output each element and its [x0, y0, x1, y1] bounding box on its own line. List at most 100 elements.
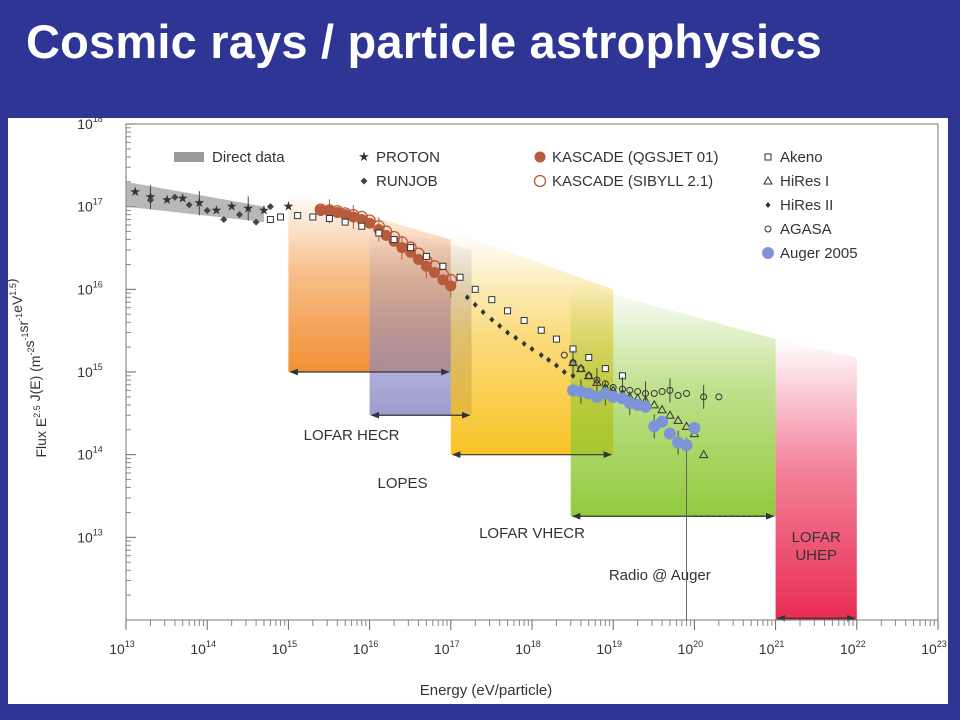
data-point: [553, 362, 559, 369]
region-radio-auger: [570, 282, 776, 517]
data-point: [422, 252, 430, 260]
y-tick-label: 1018: [77, 118, 103, 132]
legend-item-auger-2005: Auger 2005: [762, 245, 858, 262]
data-point: [347, 208, 360, 222]
data-point: [585, 372, 593, 380]
data-point: [560, 351, 568, 359]
data-point: [404, 241, 417, 254]
x-axis-label: Energy (eV/particle): [420, 682, 553, 699]
data-point: [480, 309, 486, 316]
region-label-lofar-hecr: LOFAR HECR: [304, 427, 400, 444]
data-point: [315, 204, 327, 216]
data-point: [472, 301, 478, 308]
x-tick-label: 1022: [840, 639, 866, 657]
data-point: [546, 356, 552, 363]
legend-swatch: ★: [358, 149, 370, 164]
data-point: [585, 353, 593, 361]
data-point: [698, 449, 709, 459]
series-runjob: [146, 193, 274, 226]
legend-label: PROTON: [376, 149, 440, 166]
data-point: [331, 205, 344, 218]
x-tick-label: 1020: [678, 639, 704, 657]
data-point: [171, 193, 179, 201]
data-point: [513, 334, 519, 341]
data-point: ★: [129, 184, 141, 199]
legend-swatch: [763, 175, 773, 185]
data-point: [663, 427, 676, 440]
data-point: ★: [177, 191, 189, 206]
data-point: [497, 323, 503, 330]
x-tick-label: 1014: [190, 639, 216, 657]
data-point: [325, 214, 333, 222]
legend-item-proton: ★ PROTON: [358, 149, 440, 166]
data-point: [146, 196, 154, 204]
x-tick-label: 1016: [353, 639, 379, 657]
legend-item-hires-ii: HiRes II: [765, 197, 833, 214]
data-point: ★: [194, 195, 206, 210]
legend-label: HiRes I: [780, 173, 829, 190]
data-point: [488, 296, 496, 304]
regions-layer: LOFAR HECR LOPES LOFAR VHECR Radio @ Auger L…: [288, 192, 857, 622]
data-point: [203, 206, 211, 214]
y-tick-label: 1017: [77, 197, 103, 215]
x-tick-label: 1013: [109, 639, 135, 657]
data-point: ★: [242, 201, 254, 216]
data-point: [341, 218, 349, 226]
y-axis-label: Flux E2.5 J(E) (m-2s-1sr-1eV1.5): [8, 279, 49, 458]
chart-panel: LOFAR HECR LOPES LOFAR VHECR Radio @ Auger L…: [8, 118, 948, 704]
region-label-lofar-uhep: LOFAR UHEP: [792, 529, 841, 564]
x-tick-label: 1019: [596, 639, 622, 657]
ticks-layer: 1013 1014 1015 1016 1017 1018 1019 1020 1021 1022…: [77, 118, 947, 657]
legend-item-kascade-qgsjet-01: KASCADE (QGSJET 01): [534, 149, 718, 166]
data-point: [666, 386, 674, 394]
y-tick-label: 1016: [77, 279, 103, 297]
legend-item-kascade-sibyll-2-1: KASCADE (SIBYLL 2.1): [533, 173, 713, 190]
data-point: [390, 236, 398, 244]
data-point: [642, 389, 650, 397]
data-point: [538, 352, 544, 359]
region-lofar-uhep: [775, 339, 857, 620]
legend-label: Auger 2005: [780, 245, 858, 262]
data-point: [649, 399, 660, 409]
data-point: [683, 389, 691, 397]
legend-swatch: [764, 153, 772, 161]
y-tick-label: 1013: [77, 527, 103, 545]
data-point: [236, 211, 244, 219]
data-point: [593, 376, 601, 384]
data-point: [439, 262, 447, 270]
y-tick-label: 1014: [77, 445, 103, 463]
x-tick-label: 1017: [434, 639, 460, 657]
series-direct-data: [126, 181, 264, 223]
data-point: [504, 307, 512, 315]
data-point: [520, 316, 528, 324]
data-point: [464, 294, 470, 301]
legend-label: KASCADE (QGSJET 01): [552, 149, 718, 166]
legend-item-akeno: Akeno: [764, 149, 823, 166]
region-label-lofar-vhecr: LOFAR VHECR: [479, 525, 585, 542]
data-point: [650, 389, 658, 397]
data-point: [688, 422, 701, 435]
legend-item-runjob: RUNJOB: [360, 173, 438, 190]
data-point: [252, 218, 260, 226]
x-tick-label: 1023: [921, 639, 947, 657]
data-point: [601, 365, 609, 373]
data-point: [681, 421, 692, 430]
data-point: ★: [161, 192, 173, 207]
data-point: [673, 415, 683, 424]
x-tick-label: 1018: [515, 639, 541, 657]
data-point: [570, 372, 576, 379]
data-point: [680, 439, 693, 452]
legend-label: Akeno: [780, 149, 823, 166]
data-point: ★: [211, 202, 223, 217]
data-point: [185, 201, 193, 209]
data-point: [314, 203, 327, 216]
data-point: [569, 359, 577, 367]
region-label-radio-auger: Radio @ Auger: [609, 567, 711, 584]
data-point: [294, 212, 302, 220]
legend-label: AGASA: [780, 221, 832, 238]
data-point: [407, 244, 415, 252]
series-akeno: [266, 212, 626, 380]
data-point: [266, 203, 274, 211]
data-point: [656, 415, 669, 428]
legend-label: RUNJOB: [376, 173, 438, 190]
